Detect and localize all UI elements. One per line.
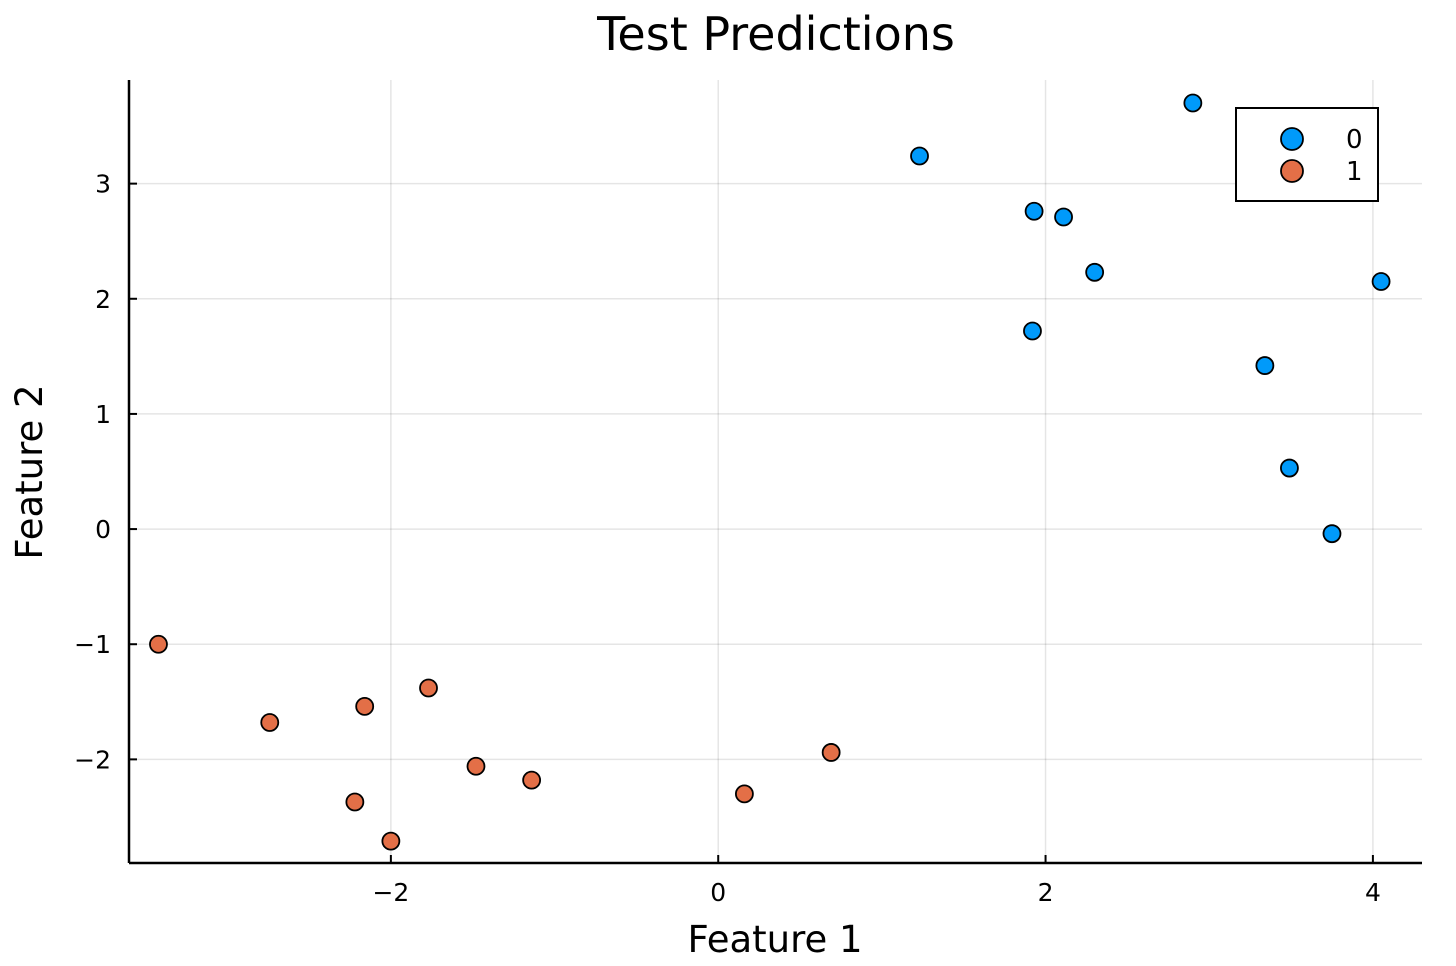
data-point-series-0 [1371, 272, 1391, 291]
data-point-series-0 [1023, 321, 1042, 341]
y-tick-label: 2 [95, 285, 111, 314]
x-tick-label: 2 [1038, 878, 1054, 907]
grid [129, 80, 1422, 863]
data-point-series-0 [910, 146, 929, 166]
chart-title: Test Predictions [596, 7, 955, 61]
legend-label-1: 1 [1346, 157, 1363, 187]
y-tick-label: −2 [74, 745, 111, 774]
data-point-series-1 [466, 756, 486, 776]
legend: 01 [1235, 107, 1379, 202]
data-point-series-0 [1280, 458, 1299, 478]
x-axis-label: Feature 1 [687, 918, 862, 961]
y-axis-ticks: −2 −1 0 1 2 3 [74, 170, 137, 774]
data-point-series-0 [1183, 93, 1203, 113]
data-point-series-0 [1322, 524, 1342, 544]
y-tick-label: 1 [95, 400, 111, 429]
data-point-series-1 [355, 697, 375, 716]
data-point-series-1 [381, 831, 401, 851]
data-point-series-0 [1255, 356, 1275, 375]
y-axis-label: Feature 2 [8, 384, 51, 559]
x-tick-label: 4 [1365, 878, 1381, 907]
y-tick-label: −1 [74, 630, 111, 659]
data-point-series-0 [1085, 262, 1105, 282]
data-points [149, 93, 1391, 851]
data-point-series-1 [419, 678, 438, 698]
legend-marker-1 [1280, 159, 1304, 183]
legend-label-0: 0 [1346, 125, 1363, 155]
legend-box [1235, 107, 1379, 202]
data-point-series-1 [821, 743, 841, 762]
data-point-series-1 [735, 784, 754, 804]
data-point-series-0 [1054, 207, 1073, 227]
x-tick-label: −2 [372, 878, 409, 907]
data-point-series-1 [522, 770, 542, 790]
x-axis-ticks: −2 0 2 4 [372, 855, 1381, 907]
data-point-series-1 [345, 792, 365, 812]
y-tick-label: 3 [95, 170, 111, 199]
x-tick-label: 0 [710, 878, 726, 907]
data-point-series-1 [149, 634, 168, 654]
y-tick-label: 0 [95, 515, 111, 544]
data-point-series-1 [260, 713, 280, 732]
legend-marker-0 [1280, 127, 1304, 151]
axes [127, 80, 1422, 865]
data-point-series-0 [1024, 201, 1044, 221]
